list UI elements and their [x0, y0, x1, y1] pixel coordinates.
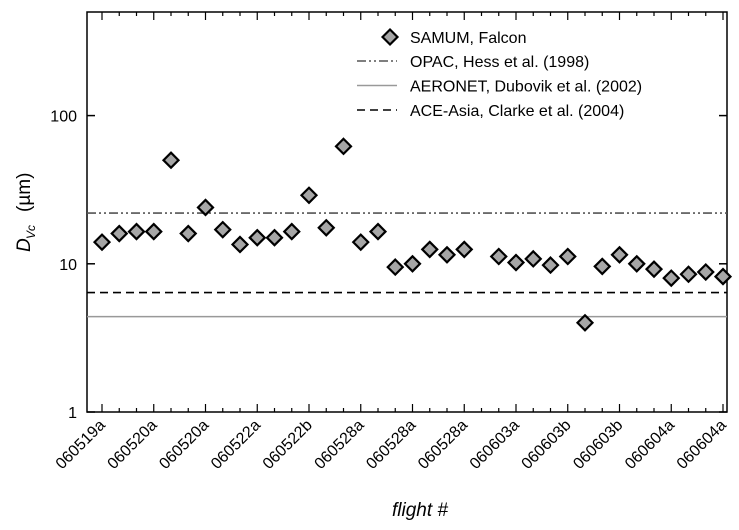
x-tick-label: 060528a: [363, 417, 419, 473]
y-label-unit: (µm): [14, 173, 35, 212]
legend-label: AERONET, Dubovik et al. (2002): [410, 79, 642, 96]
data-point: [541, 256, 560, 275]
data-point: [230, 235, 250, 254]
y-tick-label: 100: [50, 109, 77, 126]
x-tick-label: 060603a: [467, 417, 523, 473]
y-label-subscript: Vc: [24, 225, 38, 239]
data-point: [679, 265, 698, 284]
legend-marker: [380, 27, 400, 47]
data-point: [386, 258, 405, 277]
x-tick-label: 060520a: [105, 417, 161, 473]
x-tick-label: 060528a: [312, 417, 368, 473]
x-tick-label: 060522b: [260, 417, 316, 473]
x-tick-label: 060603b: [519, 417, 575, 473]
data-point: [696, 262, 715, 282]
x-axis-label: flight #: [392, 500, 448, 521]
data-point: [110, 224, 129, 243]
plot-frame: [86, 11, 728, 413]
data-point: [644, 260, 664, 279]
data-point: [179, 224, 198, 243]
legend-label: ACE-Asia, Clarke et al. (2004): [410, 103, 624, 120]
data-point: [334, 137, 353, 156]
data-point: [196, 198, 215, 217]
data-point: [506, 253, 526, 272]
data-point: [610, 245, 629, 264]
data-point: [713, 267, 733, 286]
data-point: [92, 233, 112, 252]
data-point: [144, 222, 163, 241]
x-tick-label: 060604a: [674, 417, 730, 473]
x-tick-label: 060603b: [570, 417, 626, 473]
data-point: [127, 222, 146, 241]
data-point: [368, 222, 388, 241]
legend-label: OPAC, Hess et al. (1998): [410, 54, 589, 71]
x-tick-label: 060522a: [208, 417, 264, 473]
data-point: [558, 247, 577, 266]
data-point: [161, 151, 181, 170]
data-point: [351, 233, 370, 252]
data-point: [420, 240, 439, 259]
y-label-symbol: D: [14, 238, 35, 252]
data-point: [593, 257, 612, 276]
y-axis-label: D Vc (µm): [14, 173, 38, 252]
data-point: [317, 218, 336, 237]
data-point: [489, 247, 508, 266]
data-point: [265, 228, 284, 247]
data-point: [437, 245, 457, 264]
data-point: [575, 313, 595, 332]
data-point: [282, 222, 301, 241]
data-point: [213, 220, 232, 239]
data-point: [662, 269, 681, 288]
x-tick-label: 060604a: [622, 417, 678, 473]
data-point: [248, 228, 267, 247]
x-tick-label: 060520a: [156, 417, 212, 473]
data-point: [627, 254, 646, 273]
x-tick-label: 060528a: [415, 417, 471, 473]
data-point: [524, 249, 543, 268]
legend-label: SAMUM, Falcon: [410, 30, 526, 47]
y-tick-label: 10: [59, 257, 77, 274]
data-point: [455, 240, 474, 259]
data-point: [403, 254, 422, 273]
data-point: [299, 186, 319, 205]
y-tick-label: 1: [68, 405, 77, 422]
x-tick-label: 060519a: [53, 417, 109, 473]
